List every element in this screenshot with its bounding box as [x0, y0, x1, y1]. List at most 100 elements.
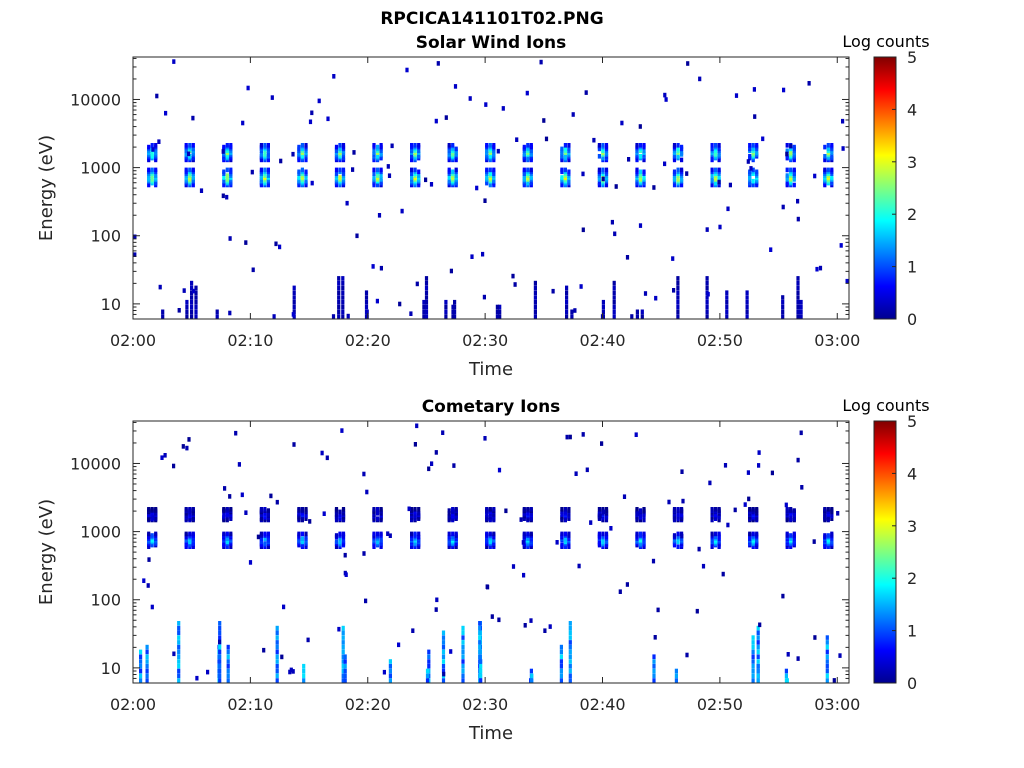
heatmap-cell	[488, 515, 492, 520]
heatmap-cell	[497, 617, 501, 623]
heatmap-cell	[748, 536, 752, 541]
heatmap-cell	[413, 507, 417, 512]
heatmap-cell	[177, 635, 181, 640]
heatmap-cell	[560, 167, 564, 173]
heatmap-cell	[598, 513, 602, 519]
heatmap-cell	[320, 450, 324, 456]
heatmap-cell	[291, 151, 295, 157]
heatmap-cell	[568, 668, 572, 674]
heatmap-cell	[222, 182, 226, 188]
heatmap-cell	[635, 309, 639, 315]
heatmap-cell	[751, 178, 755, 184]
heatmap-cell	[338, 167, 342, 173]
heatmap-cell	[620, 120, 624, 126]
heatmap-cell	[705, 299, 709, 305]
heatmap-cell	[300, 167, 304, 173]
heatmap-cell	[218, 678, 222, 683]
heatmap-cell	[529, 167, 533, 173]
heatmap-cell	[177, 668, 181, 674]
heatmap-cell	[270, 95, 274, 100]
heatmap-cell	[241, 120, 245, 126]
heatmap-cell	[745, 304, 749, 310]
heatmap-cell	[194, 309, 198, 315]
heatmap-cell	[601, 309, 605, 315]
heatmap-cell	[341, 155, 346, 161]
heatmap-cell	[785, 143, 789, 148]
heatmap-cell	[672, 143, 677, 148]
heatmap-cell	[461, 649, 465, 655]
heatmap-cell	[225, 507, 229, 512]
heatmap-cell	[190, 295, 194, 300]
heatmap-cell	[364, 299, 369, 305]
heatmap-cell	[796, 276, 800, 281]
y-tick-label: 10000	[70, 454, 121, 473]
panel-title: Solar Wind Ions	[416, 33, 567, 53]
heatmap-cell	[717, 517, 721, 523]
heatmap-cell	[796, 299, 800, 305]
heatmap-cell	[424, 285, 429, 291]
heatmap-cell	[191, 175, 195, 180]
heatmap-cell	[275, 663, 279, 669]
heatmap-cell	[609, 526, 613, 531]
x-tick-label: 02:30	[462, 331, 508, 350]
heatmap-cell	[745, 290, 749, 295]
heatmap-cell	[139, 649, 143, 655]
heatmap-cell	[325, 455, 329, 461]
heatmap-cell	[338, 175, 342, 180]
heatmap-cell	[676, 276, 680, 281]
heatmap-cell	[548, 624, 552, 629]
heatmap-cell	[796, 216, 800, 222]
heatmap-cell	[341, 538, 346, 543]
heatmap-cell	[147, 507, 151, 512]
heatmap-cell	[139, 654, 143, 659]
heatmap-cell	[792, 182, 796, 188]
heatmap-cell	[756, 644, 760, 650]
heatmap-cell	[638, 169, 643, 175]
heatmap-cell	[757, 463, 761, 468]
heatmap-cell	[310, 110, 314, 116]
heatmap-cell	[411, 628, 415, 633]
heatmap-cell	[755, 511, 759, 516]
heatmap-cell	[379, 173, 383, 178]
heatmap-cell	[652, 663, 656, 669]
heatmap-cell	[427, 654, 431, 659]
heatmap-cell	[751, 143, 755, 148]
heatmap-cell	[251, 267, 255, 273]
heatmap-cell	[785, 180, 789, 186]
heatmap-cell	[292, 309, 296, 315]
heatmap-cell	[410, 143, 414, 148]
heatmap-cell	[676, 314, 680, 319]
heatmap-cell	[597, 507, 601, 512]
heatmap-cell	[430, 461, 434, 466]
heatmap-cell	[836, 511, 840, 516]
heatmap-cell	[417, 143, 421, 148]
heatmap-cell	[304, 531, 308, 537]
heatmap-cell	[343, 673, 347, 679]
colorbar-tick-label: 2	[907, 205, 917, 224]
heatmap-cell	[229, 544, 233, 549]
heatmap-cell	[755, 538, 759, 543]
heatmap-cell	[796, 290, 800, 295]
heatmap-cell	[488, 531, 492, 537]
heatmap-cell	[568, 678, 572, 683]
heatmap-cell	[604, 182, 609, 188]
heatmap-cell	[340, 428, 344, 433]
heatmap-cell	[560, 512, 564, 517]
y-tick-label: 10000	[70, 90, 121, 109]
heatmap-cell	[492, 507, 496, 512]
colorbar-tick-label: 1	[907, 622, 917, 641]
heatmap-cell	[825, 649, 829, 655]
heatmap-cell	[705, 276, 709, 281]
heatmap-cell	[565, 285, 569, 291]
x-tick-label: 03:00	[814, 695, 860, 714]
heatmap-cell	[568, 673, 572, 679]
heatmap-cell	[748, 169, 752, 175]
plot-frame	[132, 420, 850, 684]
heatmap-cell	[479, 663, 483, 669]
heatmap-cell	[304, 157, 308, 163]
heatmap-cell	[625, 582, 629, 587]
heatmap-cells	[139, 423, 842, 683]
heatmap-cell	[139, 659, 143, 664]
heatmap-cell	[441, 630, 446, 636]
heatmap-cell	[672, 182, 677, 188]
